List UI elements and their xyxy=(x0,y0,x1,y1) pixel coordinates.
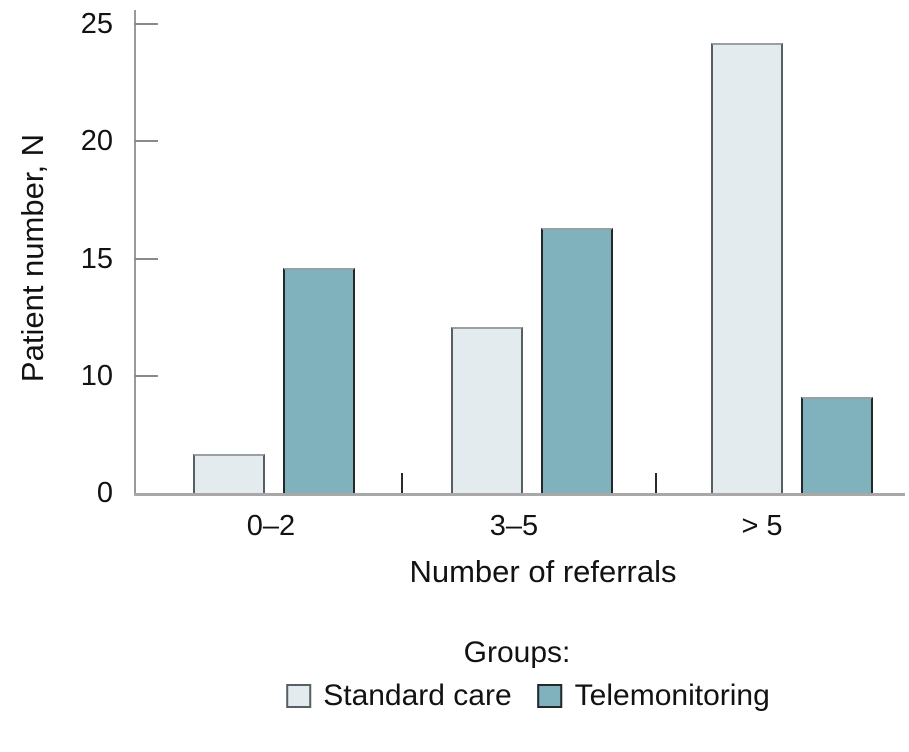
bar-telemonitoring-5 xyxy=(801,396,873,496)
y-axis-tick-labels: 0 10 15 20 25 xyxy=(0,8,113,509)
y-axis-line xyxy=(134,10,136,496)
legend-label-telemonitoring: Telemonitoring xyxy=(574,679,770,712)
y-tick-label-20: 20 xyxy=(80,125,113,158)
x-tick-label-5: > 5 xyxy=(741,510,783,542)
legend-label-standard-care: Standard care xyxy=(323,679,512,712)
y-tick-label-25: 25 xyxy=(80,8,113,40)
bar-standard-care-0-2 xyxy=(193,454,265,496)
y-tick-label-0: 0 xyxy=(96,477,113,509)
category-divider-tick-2 xyxy=(655,473,657,494)
category-divider-tick-1 xyxy=(401,473,403,494)
y-tick-15 xyxy=(134,257,158,260)
y-tick-20 xyxy=(134,140,158,143)
telemonitoring-swatch xyxy=(537,684,563,708)
bar-telemonitoring-0-2 xyxy=(283,267,355,496)
x-tick-label-0-2: 0–2 xyxy=(246,510,296,542)
x-tick-label-3-5: 3–5 xyxy=(489,510,539,542)
bar-standard-care-3-5 xyxy=(451,326,523,496)
legend-items: Standard care Telemonitoring xyxy=(286,679,770,713)
bar-telemonitoring-3-5 xyxy=(541,228,613,496)
bar-standard-care-5 xyxy=(711,42,783,496)
x-axis-line xyxy=(134,493,905,496)
y-tick-10 xyxy=(134,374,158,377)
plot-area xyxy=(134,10,905,496)
standard-care-swatch xyxy=(286,684,312,708)
x-axis-title: Number of referrals xyxy=(409,554,677,589)
legend-item-telemonitoring: Telemonitoring xyxy=(537,679,770,713)
y-tick-label-10: 10 xyxy=(80,359,113,392)
legend-title: Groups: xyxy=(463,636,571,669)
y-tick-label-15: 15 xyxy=(80,242,113,275)
legend-item-standard-care: Standard care xyxy=(286,679,512,713)
x-axis-tick-labels: 0–2 3–5 > 5 xyxy=(0,509,909,549)
y-tick-25 xyxy=(134,23,158,25)
